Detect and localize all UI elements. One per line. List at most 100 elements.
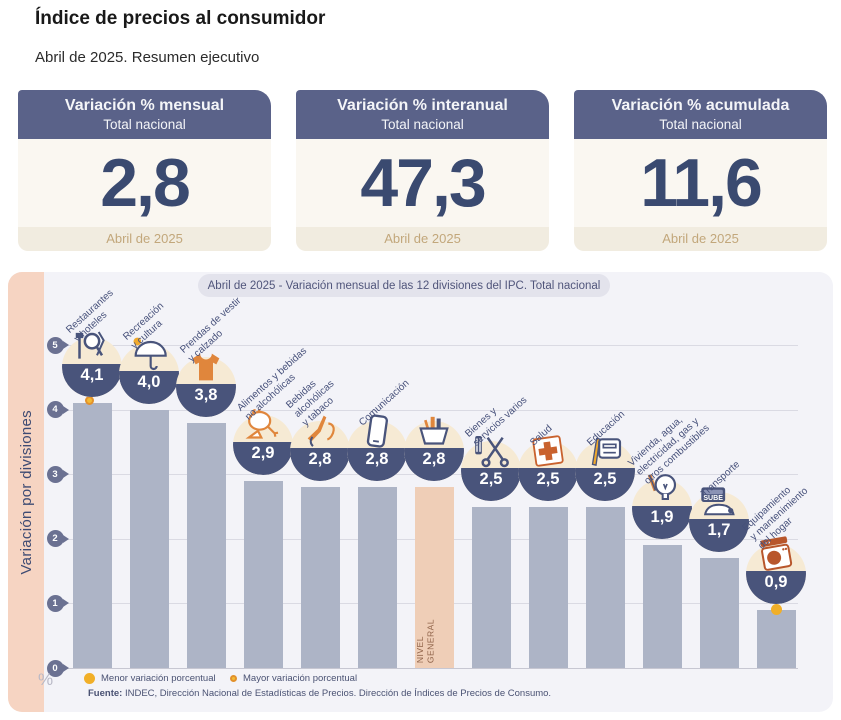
page-subtitle: Abril de 2025. Resumen ejecutivo [35, 49, 260, 66]
y-axis-tick: 5 [46, 336, 64, 354]
bowl-value-area: 2,5 [461, 467, 521, 501]
card-period: Abril de 2025 [296, 227, 549, 251]
bowl-value-area: 4,0 [119, 370, 179, 404]
food-icon [243, 405, 283, 445]
category-bowl: 4,0 [119, 337, 179, 404]
bowl-value-area: 2,8 [404, 448, 464, 482]
bar-value-label: 2,5 [593, 469, 617, 488]
divisions-chart-panel: Variación por divisiones Abril de 2025 -… [8, 272, 833, 712]
card-yearly-variation: Variación % interanual Total nacional 47… [296, 90, 549, 251]
nivel-general-label: NIVEL GENERAL [414, 618, 436, 663]
bar-value-label: 1,7 [707, 521, 731, 540]
washing-machine-icon [756, 534, 796, 574]
y-axis-tick: 4 [46, 401, 64, 419]
category-bowl: 2,8 [347, 414, 407, 482]
source-prefix: Fuente: [88, 688, 123, 699]
bowl-value-area: 2,8 [347, 448, 407, 482]
percent-unit-label: % [38, 670, 54, 689]
bowl-value-area: 2,5 [575, 467, 635, 501]
card-header: Variación % acumulada Total nacional [574, 90, 827, 139]
bowl-value-area: 2,5 [518, 467, 578, 501]
bar-division [528, 506, 568, 668]
bar-division [699, 558, 739, 668]
bar-value-label: 2,5 [479, 469, 503, 488]
bar-nivel-general: NIVEL GENERAL [414, 487, 454, 668]
yearly-variation-value: 47,3 [360, 145, 486, 221]
min-variation-dot [770, 604, 782, 616]
card-subtitle: Total nacional [103, 117, 186, 132]
umbrella-icon [129, 334, 169, 374]
card-title: Variación % acumulada [611, 97, 790, 114]
card-monthly-variation: Variación % mensual Total nacional 2,8 A… [18, 90, 271, 251]
bar-division [129, 409, 169, 668]
category-bowl: 4,1 [62, 331, 122, 398]
max-variation-dot-icon [230, 674, 237, 682]
notebook-icon [585, 431, 625, 471]
y-axis-tick: 1 [46, 594, 64, 612]
accumulated-variation-value: 11,6 [640, 145, 763, 221]
bar-division [585, 506, 625, 668]
card-body: 2,8 [18, 139, 271, 227]
bowl-value-area: 3,8 [176, 383, 236, 417]
y-axis-tick: 0 [46, 659, 64, 677]
bowl-shape: 0,9 [746, 543, 806, 604]
bar-division [300, 487, 340, 668]
category-bowl: 2,5 [461, 435, 521, 501]
bar-value-label: 4,1 [80, 366, 104, 385]
card-header: Variación % mensual Total nacional [18, 90, 271, 139]
bar-division [642, 545, 682, 668]
health-cross-icon [528, 431, 568, 471]
page-title: Índice de precios al consumidor [35, 8, 326, 29]
bar-value-label: 2,8 [422, 450, 446, 469]
bowl-shape: 1,9 [632, 479, 692, 540]
monthly-variation-value: 2,8 [100, 145, 191, 221]
restaurant-icon [72, 327, 112, 367]
bar-division [186, 422, 226, 668]
legend-item-max: Mayor variación porcentual [230, 671, 357, 685]
phone-icon [357, 411, 397, 451]
min-variation-dot-icon [84, 672, 95, 684]
card-period: Abril de 2025 [18, 227, 271, 251]
card-body: 47,3 [296, 139, 549, 227]
bottle-icon [300, 411, 340, 451]
sube-card-icon: SUBE [699, 482, 739, 522]
bar-division [72, 403, 112, 668]
bar-value-label: 4,0 [137, 372, 161, 391]
bar-value-label: 0,9 [764, 572, 788, 591]
category-bowl: 2,8 [290, 415, 350, 482]
card-header: Variación % interanual Total nacional [296, 90, 549, 139]
grid-line [58, 409, 798, 411]
y-axis-title-strip: Variación por divisiones [8, 272, 44, 712]
category-bowl: 1,7 SUBE [689, 487, 749, 553]
card-subtitle: Total nacional [659, 117, 742, 132]
bar-division [357, 487, 397, 668]
basket-icon [414, 411, 454, 451]
bar-division [756, 609, 796, 668]
max-variation-dot [85, 396, 94, 406]
bowl-value-area: 1,9 [632, 506, 692, 540]
bowl-value-area: 2,9 [233, 441, 293, 475]
bowl-shape: 2,5 [518, 440, 578, 501]
card-title: Variación % mensual [64, 97, 225, 114]
bar-chart-plot-area: 0 1 2 3 4 5 NIVEL GENERAL 4,1 Restaurantes y hotel… [8, 272, 833, 712]
legend-label-max: Mayor variación porcentual [243, 672, 358, 684]
legend-label-min: Menor variación porcentual [101, 672, 216, 684]
bar-value-label: 2,5 [536, 469, 560, 488]
bar-value-label: 2,8 [365, 450, 389, 469]
svg-text:SUBE: SUBE [703, 495, 723, 502]
category-bowl: 2,8 [404, 416, 464, 482]
bowl-value-area: 2,8 [290, 448, 350, 482]
x-axis-baseline [58, 668, 798, 669]
bar-division [243, 480, 283, 668]
category-bowl: 2,5 [575, 437, 635, 501]
card-body: 11,6 [574, 139, 827, 227]
category-bowl: 0,9 [746, 536, 806, 604]
y-axis-tick: 2 [46, 530, 64, 548]
category-bowl: 2,5 [518, 434, 578, 501]
bulb-icon [642, 469, 682, 509]
bowl-value-area: 4,1 [62, 364, 122, 398]
card-subtitle: Total nacional [381, 117, 464, 132]
source-note: Fuente: INDEC, Dirección Nacional de Est… [88, 688, 551, 699]
card-title: Variación % interanual [337, 97, 508, 114]
card-accumulated-variation: Variación % acumulada Total nacional 11,… [574, 90, 827, 251]
